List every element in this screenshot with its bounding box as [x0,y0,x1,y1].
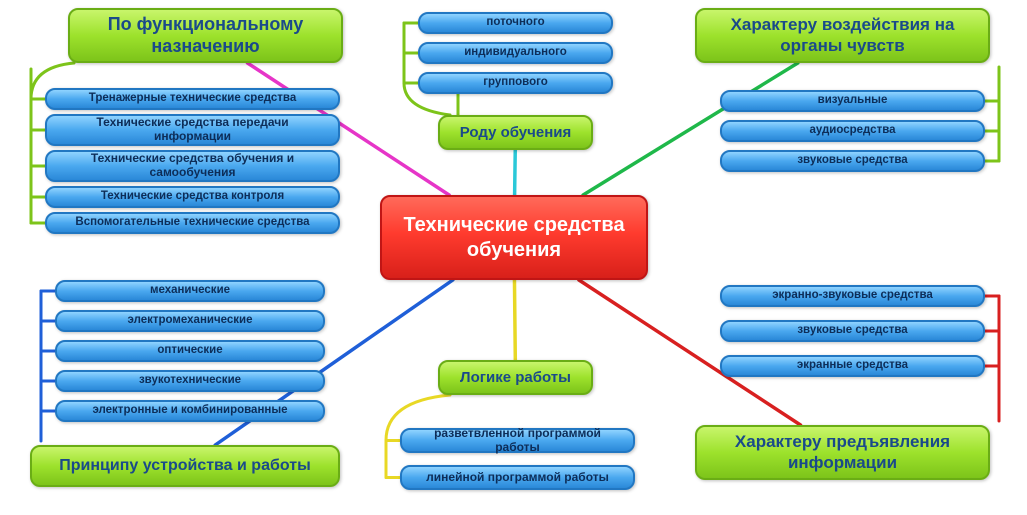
category-log: Логике работы [438,360,593,395]
item-func-0: Тренажерные технические средства [45,88,340,110]
item-prin-0: механические [55,280,325,302]
item-pred-1: звуковые средства [720,320,985,342]
item-func-3: Технические средства контроля [45,186,340,208]
category-prin: Принципу устройства и работы [30,445,340,487]
item-rod-2: группового [418,72,613,94]
item-log-1: линейной программой работы [400,465,635,490]
item-pred-0: экранно-звуковые средства [720,285,985,307]
category-pred: Характеру предъявленияинформации [695,425,990,480]
item-rod-1: индивидуального [418,42,613,64]
item-func-4: Вспомогательные технические средства [45,212,340,234]
item-rod-0: поточного [418,12,613,34]
category-vozd: Характеру воздействия наорганы чувств [695,8,990,63]
center-node: Технические средстваобучения [380,195,648,280]
item-vozd-0: визуальные [720,90,985,112]
category-func: По функциональномуназначению [68,8,343,63]
item-vozd-1: аудиосредства [720,120,985,142]
item-prin-1: электромеханические [55,310,325,332]
category-rod: Роду обучения [438,115,593,150]
item-prin-4: электронные и комбинированные [55,400,325,422]
item-prin-3: звукотехнические [55,370,325,392]
item-vozd-2: звуковые средства [720,150,985,172]
item-func-2: Технические средства обучения исамообуче… [45,150,340,182]
item-log-0: разветвленной программой работы [400,428,635,453]
item-func-1: Технические средства передачиинформации [45,114,340,146]
item-pred-2: экранные средства [720,355,985,377]
item-prin-2: оптические [55,340,325,362]
